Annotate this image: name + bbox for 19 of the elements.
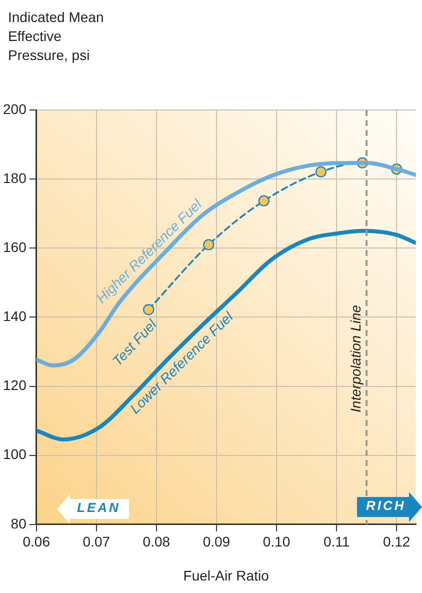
x-tick-label: 0.12 — [382, 534, 410, 550]
y-tick-label: 180 — [3, 170, 27, 186]
x-tick-label: 0.06 — [22, 534, 50, 550]
y-tick-label: 100 — [3, 446, 27, 462]
x-tick-label: 0.09 — [202, 534, 230, 550]
x-axis-title: Fuel-Air Ratio — [183, 567, 270, 584]
y-tick-label: 200 — [3, 100, 27, 117]
x-tick-label: 0.08 — [142, 534, 170, 550]
y-tick-label: 80 — [10, 515, 27, 532]
y-tick-label: 160 — [3, 238, 27, 255]
x-tick-label: 0.10 — [262, 534, 290, 550]
ref-line-label: Interpolation Line — [347, 304, 364, 412]
y-tick-label: 120 — [3, 377, 27, 394]
y-axis-title: Indicated Mean Effective Pressure, psi — [8, 8, 105, 65]
x-tick-label: 0.11 — [323, 534, 350, 550]
annotation: RICH — [366, 498, 406, 513]
y-tick-label: 140 — [3, 308, 27, 324]
annotation: LEAN — [77, 500, 120, 515]
x-tick-label: 0.07 — [82, 534, 110, 550]
